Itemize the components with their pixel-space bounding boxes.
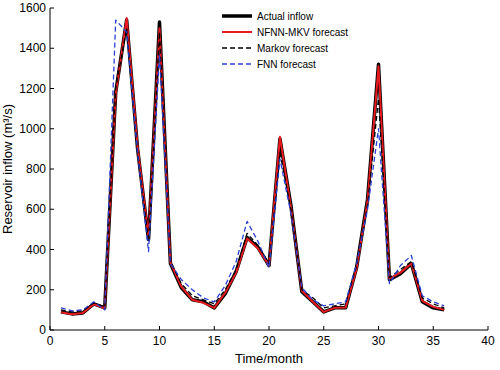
x-tick-label: 5 (101, 334, 108, 348)
y-tick-label: 1400 (19, 41, 46, 55)
legend-swatch (222, 47, 252, 48)
chart: 0510152025303540020040060080010001200140… (0, 0, 500, 370)
x-axis-label: Time/month (235, 351, 303, 366)
series-line (61, 20, 444, 311)
x-tick (104, 326, 105, 330)
y-tick-label: 1200 (19, 82, 46, 96)
x-tick-label: 30 (372, 334, 386, 348)
y-tick (50, 209, 54, 210)
legend-label: FNN forecast (257, 59, 316, 70)
legend-swatch (222, 14, 252, 18)
x-tick (433, 326, 434, 330)
chart-container: 0510152025303540020040060080010001200140… (0, 0, 500, 370)
y-tick (50, 48, 54, 49)
y-tick (50, 8, 54, 9)
x-tick-label: 35 (427, 334, 441, 348)
legend-label: Markov forecast (257, 43, 328, 54)
x-tick (488, 326, 489, 330)
x-tick-label: 40 (481, 334, 495, 348)
x-tick-label: 0 (47, 334, 54, 348)
x-tick (50, 326, 51, 330)
y-tick-label: 400 (26, 243, 46, 257)
legend-swatch (222, 31, 252, 33)
y-tick-label: 200 (26, 283, 46, 297)
y-tick-label: 0 (39, 323, 46, 337)
x-tick (214, 326, 215, 330)
series-line (61, 18, 444, 314)
legend-label: NFNN-MKV forecast (257, 27, 348, 38)
legend-label: Actual inflow (257, 11, 314, 22)
x-tick (269, 326, 270, 330)
legend-swatch (222, 63, 252, 64)
y-tick (50, 128, 54, 129)
x-tick (378, 326, 379, 330)
y-tick-label: 600 (26, 202, 46, 216)
y-tick (50, 169, 54, 170)
y-axis-label: Reservoir inflow (m³/s) (0, 104, 15, 234)
series-line (61, 28, 444, 312)
x-tick-label: 15 (208, 334, 222, 348)
y-tick-label: 1000 (19, 122, 46, 136)
y-tick (50, 330, 54, 331)
y-tick-label: 1600 (19, 1, 46, 15)
x-tick (159, 326, 160, 330)
x-tick-label: 20 (262, 334, 276, 348)
y-tick (50, 289, 54, 290)
y-tick (50, 249, 54, 250)
x-tick-label: 25 (317, 334, 331, 348)
y-tick-label: 800 (26, 162, 46, 176)
series-line (61, 20, 444, 314)
x-tick-label: 10 (153, 334, 167, 348)
x-tick (323, 326, 324, 330)
y-tick (50, 88, 54, 89)
plot-area (61, 18, 444, 314)
